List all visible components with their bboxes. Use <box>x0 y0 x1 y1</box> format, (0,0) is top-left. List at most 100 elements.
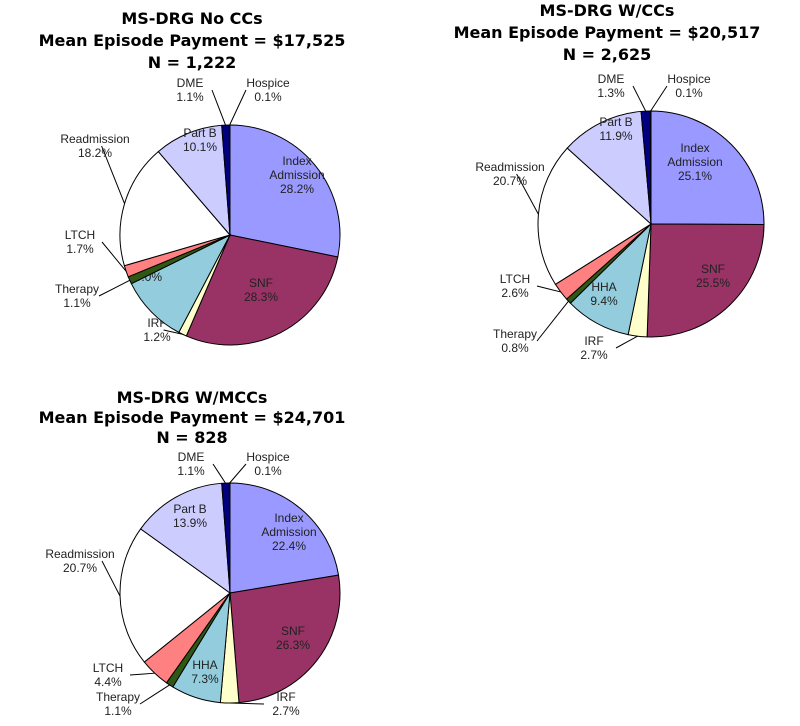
slice-label-snf: SNF <box>281 624 305 638</box>
slice-label-hospice: Hospice <box>667 72 711 86</box>
slice-value-hha: 7.3% <box>191 672 219 686</box>
slice-value-ltch: 2.6% <box>501 286 529 300</box>
slice-label-hospice: Hospice <box>246 76 290 90</box>
pie-slice-index-admission <box>650 110 765 226</box>
pie-slice-index-admission <box>229 482 340 594</box>
slice-value-dme: 1.3% <box>597 86 625 100</box>
pie-slice-readmission <box>119 150 231 267</box>
slice-label-readmission: Readmission <box>475 160 544 174</box>
slice-value-index-admission: 25.1% <box>678 169 712 183</box>
slice-value-ltch: 1.7% <box>66 242 94 256</box>
slice-label-readmission: Readmission <box>45 547 114 561</box>
leader-line <box>98 279 130 297</box>
leader-line <box>163 329 183 335</box>
pie-slice-part-b <box>566 110 652 226</box>
slice-value-part-b: 11.9% <box>599 129 632 143</box>
slice-label-hha: HHA <box>192 658 217 672</box>
leader-line <box>536 300 569 342</box>
slice-value-hospice: 0.1% <box>254 90 282 104</box>
slice-label-part-b: Part B <box>173 502 206 516</box>
slice-label-dme: DME <box>177 76 204 90</box>
slice-value-snf: 26.3% <box>276 638 310 652</box>
leader-line <box>229 463 247 484</box>
slice-label-index-admission: Index Admission <box>261 511 316 539</box>
slice-label-therapy: Therapy <box>96 690 140 704</box>
slice-value-therapy: 0.8% <box>501 341 529 355</box>
slice-value-hha: 9.4% <box>590 294 618 308</box>
chart-title-line: N = 1,222 <box>148 53 237 72</box>
slice-value-index-admission: 28.2% <box>280 182 314 196</box>
leader-line <box>129 672 155 676</box>
slice-label-irf: IRF <box>276 690 295 704</box>
leader-line <box>101 560 121 597</box>
slice-value-part-b: 13.9% <box>173 516 207 530</box>
slice-value-snf: 25.5% <box>696 276 730 290</box>
leader-line <box>101 145 126 204</box>
chart-title-line: N = 2,625 <box>563 45 652 64</box>
slice-value-hospice: 0.1% <box>254 464 282 478</box>
slice-label-dme: DME <box>178 450 205 464</box>
pie-slice-hospice <box>649 110 652 225</box>
pie-slice-hospice <box>228 124 231 236</box>
slice-value-therapy: 1.1% <box>104 704 132 718</box>
slice-value-readmission: 20.7% <box>493 174 527 188</box>
leader-line <box>229 89 247 126</box>
leader-line <box>212 463 226 484</box>
slice-label-readmission: Readmission <box>60 132 129 146</box>
slice-label-hospice: Hospice <box>246 450 290 464</box>
chart-title-line: Mean Episode Payment = $20,517 <box>454 23 761 42</box>
slice-value-therapy: 1.1% <box>63 296 91 310</box>
slice-value-readmission: 18.2% <box>78 146 112 160</box>
slice-label-snf: SNF <box>701 262 725 276</box>
pie-chart-2: MS-DRG W/CCs Mean Episode Payment = $20,5… <box>454 1 765 362</box>
slice-label-dme: DME <box>598 72 625 86</box>
leader-line <box>229 702 265 705</box>
slice-label-part-b: Part B <box>183 126 216 140</box>
slice-value-hospice: 0.1% <box>675 86 703 100</box>
pie-slice-readmission <box>119 528 231 663</box>
slice-value-snf: 28.3% <box>244 290 278 304</box>
chart-title-line: Mean Episode Payment = $24,701 <box>39 408 346 427</box>
slice-value-dme: 1.1% <box>176 90 204 104</box>
leader-line <box>101 241 127 272</box>
pie-slice-hospice <box>228 482 231 594</box>
slice-value-irf: 2.7% <box>272 704 300 718</box>
leader-line <box>516 173 539 215</box>
leader-line <box>632 85 647 112</box>
slice-value-irf: 1.2% <box>143 330 171 344</box>
leader-line <box>650 85 668 112</box>
slice-label-therapy: Therapy <box>493 327 537 341</box>
pie-slice-snf <box>646 223 765 338</box>
slice-value-dme: 1.1% <box>177 464 205 478</box>
slice-label-ltch: LTCH <box>65 228 95 242</box>
slice-label-hha: HHA <box>591 280 616 294</box>
chart-title-line: Mean Episode Payment = $17,525 <box>39 31 346 50</box>
slice-label-index-admission: Index Admission <box>667 141 722 169</box>
chart-title-line: MS-DRG No CCs <box>121 9 262 28</box>
slice-label-ltch: LTCH <box>93 661 123 675</box>
slice-value-part-b: 10.1% <box>183 140 217 154</box>
slice-value-irf: 2.7% <box>580 348 608 362</box>
slice-label-therapy: Therapy <box>55 282 99 296</box>
leader-line <box>615 335 638 349</box>
pie-slice-snf <box>229 574 341 704</box>
chart-title-line: MS-DRG W/CCs <box>540 1 675 20</box>
leader-line <box>211 89 226 126</box>
slice-label-ltch: LTCH <box>500 272 530 286</box>
chart-title-line: MS-DRG W/MCCs <box>117 388 268 407</box>
leader-line <box>536 285 561 293</box>
slice-label-index-admission: Index Admission <box>269 154 324 182</box>
pie-slice-readmission <box>537 147 652 286</box>
slice-value-readmission: 20.7% <box>63 561 97 575</box>
leader-line <box>139 684 170 705</box>
pie-slice-part-b <box>139 482 231 595</box>
pie-slice-snf <box>185 234 339 346</box>
pie-slice-index-admission <box>229 124 341 258</box>
pie-chart-1: MS-DRG No CCs Mean Episode Payment = $17,… <box>39 9 346 346</box>
slice-label-part-b: Part B <box>599 115 632 129</box>
slice-label-irf: IRF <box>584 334 603 348</box>
slice-value-index-admission: 22.4% <box>272 539 306 553</box>
